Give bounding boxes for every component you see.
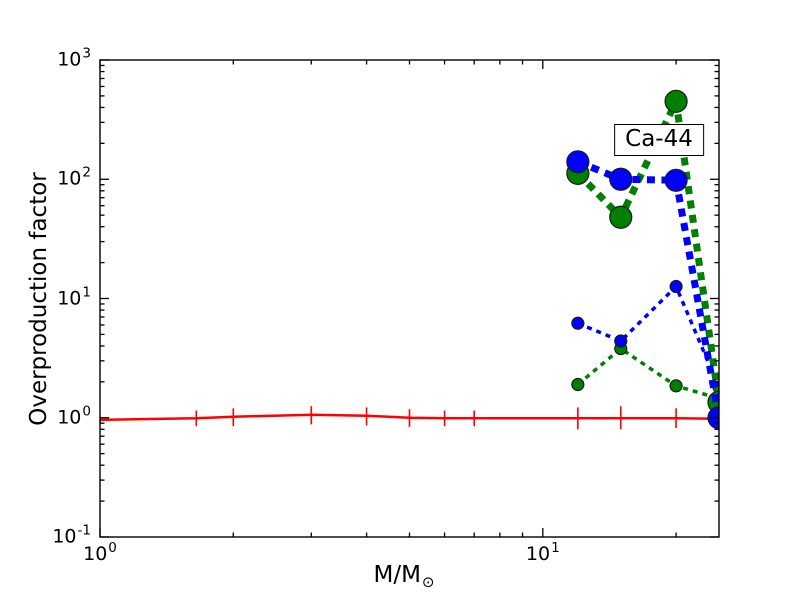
massive-thick-green-line: [575, 89, 719, 403]
massive-thin-blue-marker: [669, 279, 683, 294]
sun-symbol: ⊙: [421, 573, 435, 591]
massive-thick-blue-marker: [609, 167, 633, 191]
x-tick-label: 100: [83, 540, 117, 565]
data-layer: [100, 89, 719, 430]
massive-thick-blue-line: [576, 158, 719, 419]
massive-thin-blue-line: [577, 283, 719, 388]
y-axis-label-text: Overproduction factor: [26, 172, 52, 426]
agb-models-red-line: [100, 413, 719, 422]
y-axis-label: Overproduction factor: [26, 172, 52, 426]
massive-thin-blue-marker: [571, 316, 585, 330]
massive-thin-blue-marker: [614, 334, 628, 348]
x-tick-label: 101: [525, 540, 560, 565]
isotope-annotation-box: Ca-44: [614, 123, 704, 156]
x-axis-label: M/M⊙: [373, 562, 435, 591]
massive-thick-green-marker: [609, 205, 633, 229]
y-tick-label: 100: [57, 403, 91, 429]
y-tick-label: 101: [57, 284, 91, 309]
massive-thick-blue-marker: [566, 150, 590, 174]
massive-thin-green-line: [576, 346, 719, 401]
isotope-annotation-label: Ca-44: [625, 125, 693, 152]
x-axis-label-text: M/M: [373, 562, 421, 588]
y-tick-label: 102: [57, 164, 91, 190]
y-tick-label: 103: [57, 45, 91, 71]
massive-thin-green-marker: [571, 377, 585, 392]
massive-thick-blue-marker: [664, 168, 688, 192]
massive-thin-green-marker: [669, 379, 683, 393]
massive-thick-green-marker: [664, 89, 688, 113]
y-tick-label: 10-1: [52, 522, 91, 548]
